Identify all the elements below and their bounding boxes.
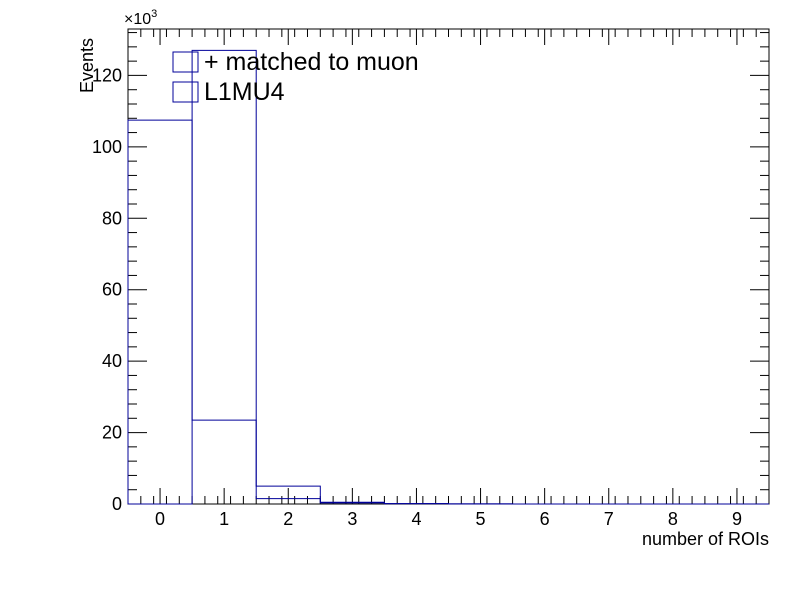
histogram-matched-bin — [192, 50, 256, 504]
legend-label-matched: + matched to muon — [204, 48, 419, 76]
y-tick-label: 20 — [102, 423, 122, 443]
x-axis-label: number of ROIs — [642, 529, 769, 549]
x-tick-label: 0 — [155, 509, 165, 529]
x-tick-label: 4 — [411, 509, 421, 529]
y-axis-multiplier: ×103 — [124, 8, 157, 28]
x-tick-label: 1 — [219, 509, 229, 529]
y-tick-label: 60 — [102, 280, 122, 300]
x-tick-label: 8 — [668, 509, 678, 529]
y-tick-label: 120 — [92, 65, 122, 85]
legend-label-l1mu4: L1MU4 — [204, 78, 285, 106]
y-axis-multiplier-base: ×10 — [124, 11, 151, 28]
y-axis: 0 20 40 60 80 100 120 — [92, 32, 769, 514]
x-axis: 0 1 2 3 4 5 6 7 8 9 — [127, 29, 770, 529]
y-tick-label: 0 — [112, 494, 122, 514]
y-tick-label: 100 — [92, 137, 122, 157]
legend: + matched to muon L1MU4 — [172, 48, 419, 106]
y-tick-label: 40 — [102, 351, 122, 371]
histogram-l1mu4-bin — [128, 120, 192, 504]
x-tick-label: 7 — [604, 509, 614, 529]
histogram-series — [127, 49, 769, 505]
x-tick-label: 6 — [540, 509, 550, 529]
histogram-l1mu4-outline — [127, 119, 769, 505]
histogram-matched-outline — [128, 49, 769, 505]
legend-swatch-matched — [172, 51, 199, 73]
y-axis-label: Events — [77, 38, 97, 93]
x-tick-label: 3 — [347, 509, 357, 529]
y-axis-multiplier-exponent: 3 — [151, 8, 157, 20]
x-tick-label: 5 — [476, 509, 486, 529]
x-tick-label: 9 — [732, 509, 742, 529]
legend-swatch-l1mu4 — [172, 81, 199, 103]
y-tick-label: 80 — [102, 208, 122, 228]
x-tick-label: 2 — [283, 509, 293, 529]
